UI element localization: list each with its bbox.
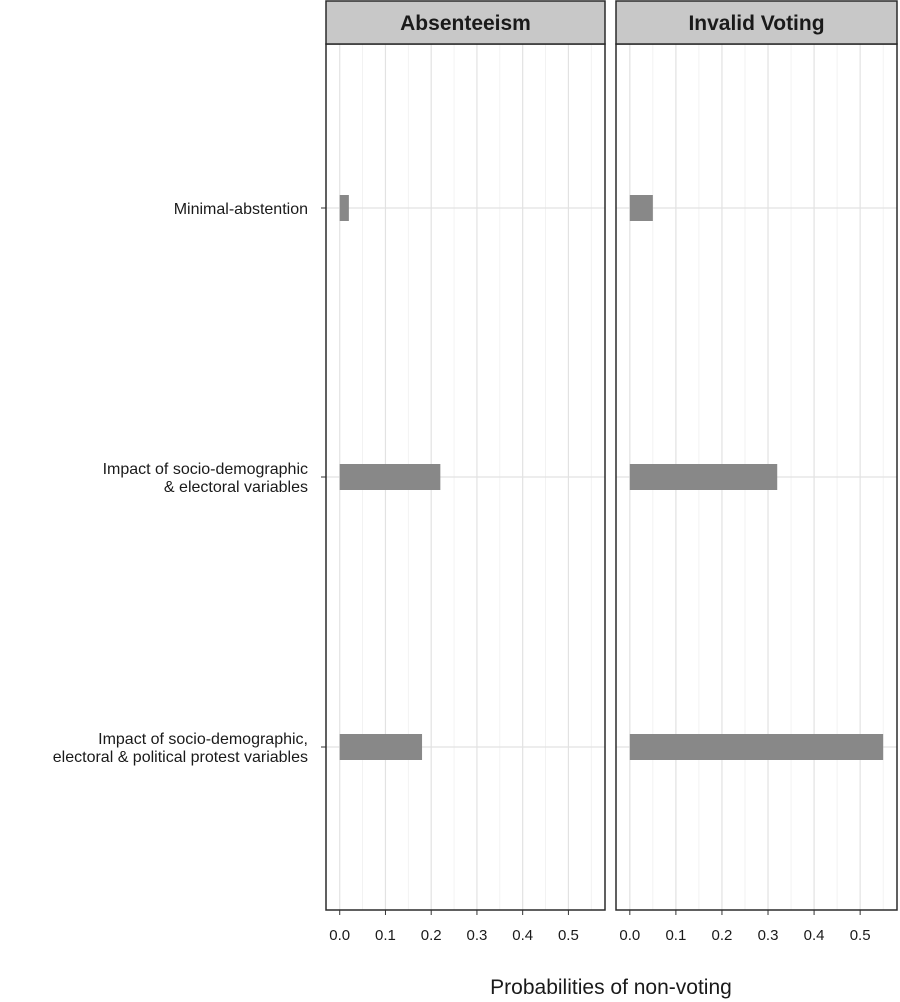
facet-title: Invalid Voting [688, 12, 824, 35]
category-label: Impact of socio-demographic, [98, 731, 308, 748]
x-tick-label: 0.1 [665, 927, 686, 944]
x-tick-label: 0.5 [850, 927, 871, 944]
x-tick-label: 0.2 [421, 927, 442, 944]
category-label: & electoral variables [164, 479, 308, 496]
x-tick-label: 0.4 [804, 927, 825, 944]
category-label: electoral & political protest variables [53, 749, 308, 766]
bar [629, 195, 653, 221]
facet-strip [325, 0, 606, 45]
x-tick-label: 0.3 [758, 927, 779, 944]
bar [339, 734, 423, 760]
x-tick-label: 0.4 [512, 927, 533, 944]
x-tick-label: 0.1 [375, 927, 396, 944]
x-axis-title: Probabilities of non-voting [490, 976, 732, 999]
x-tick-label: 0.2 [712, 927, 733, 944]
bar [629, 734, 884, 760]
x-tick-label: 0.5 [558, 927, 579, 944]
x-tick-label: 0.3 [467, 927, 488, 944]
category-label: Minimal-abstention [174, 201, 308, 218]
facet-title: Absenteeism [400, 12, 531, 35]
bar [339, 464, 441, 490]
bar [339, 195, 349, 221]
category-label: Impact of socio-demographic [103, 461, 308, 478]
facet-strip [615, 0, 898, 45]
x-tick-label: 0.0 [619, 927, 640, 944]
bar [629, 464, 778, 490]
x-tick-label: 0.0 [329, 927, 350, 944]
